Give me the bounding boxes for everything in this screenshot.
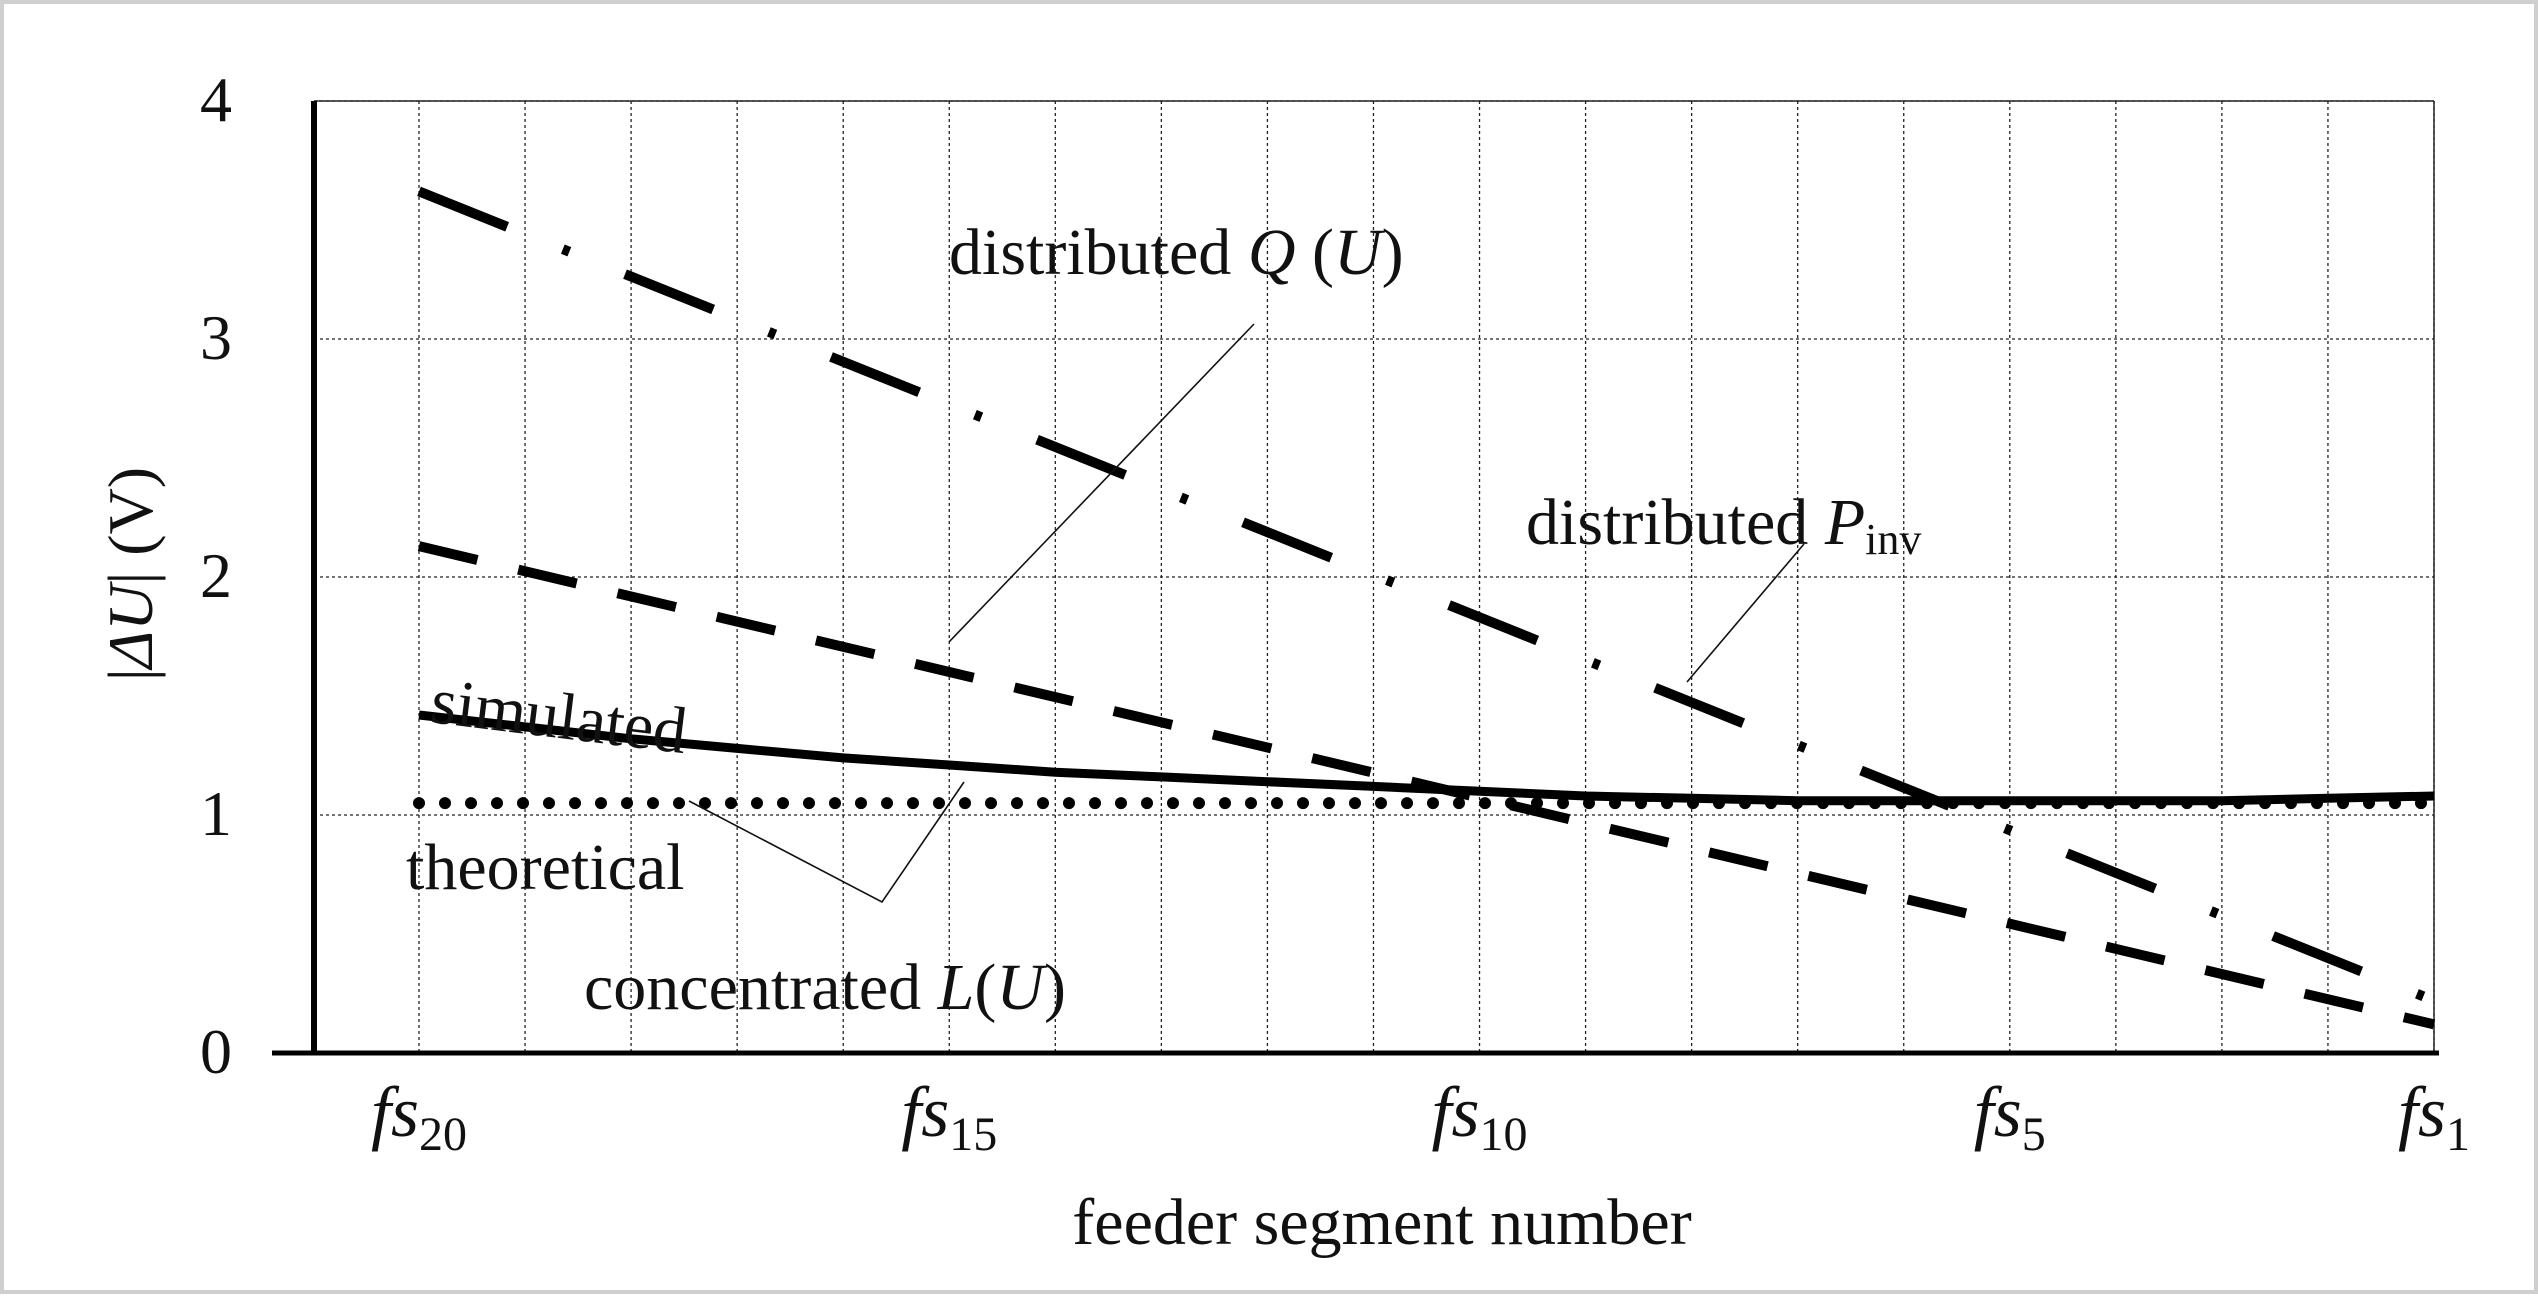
label-distributed-pinv-text: distributed	[1526, 486, 1825, 559]
y-tick-label: 2	[200, 540, 232, 611]
label-distributed-q-paren-open: (	[1295, 216, 1333, 289]
label-simulated: simulated	[427, 664, 691, 768]
label-concentrated-l-text: concentrated	[584, 951, 938, 1024]
label-distributed-pinv: distributed Pinv	[1526, 486, 1921, 564]
series-line-solid	[418, 710, 2435, 806]
grid	[314, 100, 2435, 1053]
y-tick-label: 1	[200, 778, 232, 849]
x-tick-base: fs	[1432, 1072, 1480, 1152]
y-tick-label: 0	[200, 1016, 232, 1087]
label-concentrated-l-paren-close: )	[1044, 951, 1066, 1024]
x-tick-label: fs10	[1432, 1072, 1528, 1161]
label-distributed-q-text: distributed	[949, 216, 1248, 289]
y-axis-label-var: ΔU	[95, 581, 166, 672]
x-tick-sub: 10	[1480, 1108, 1528, 1161]
label-concentrated-l: concentrated L(U)	[584, 951, 1066, 1024]
x-tick-sub: 1	[2446, 1108, 2470, 1161]
x-tick-base: fs	[371, 1072, 419, 1152]
x-tick-label: fs1	[2398, 1072, 2470, 1161]
series-layer	[413, 186, 2440, 1030]
label-theoretical: theoretical	[406, 831, 685, 904]
label-distributed-q: distributed Q (U)	[949, 216, 1404, 289]
x-tick-label: fs20	[371, 1072, 467, 1161]
leader-distributed-q	[948, 323, 1255, 643]
x-tick-base: fs	[901, 1072, 949, 1152]
series-line-dashdot	[417, 186, 2436, 1006]
label-concentrated-l-paren-open: (	[974, 951, 996, 1024]
y-axis-label-open: |	[95, 668, 166, 681]
label-distributed-pinv-var: P	[1824, 486, 1865, 559]
label-distributed-pinv-sub: inv	[1865, 515, 1921, 564]
x-tick-labels: fs20 fs15 fs10 fs5 fs1	[371, 1072, 2470, 1161]
y-tick-labels: 0 1 2 3 4	[200, 64, 232, 1087]
label-distributed-q-arg: U	[1334, 216, 1386, 289]
x-tick-sub: 20	[419, 1108, 467, 1161]
y-tick-label: 4	[200, 64, 232, 135]
leader-concentrated-l	[688, 781, 965, 904]
label-distributed-q-var: Q	[1248, 216, 1296, 289]
label-distributed-q-paren-close: )	[1382, 216, 1404, 289]
x-tick-label: fs5	[1974, 1072, 2046, 1161]
leader-distributed-pinv	[1686, 543, 1805, 683]
label-concentrated-l-var: L	[937, 951, 975, 1024]
x-tick-label: fs15	[901, 1072, 997, 1161]
label-concentrated-l-arg: U	[996, 951, 1048, 1024]
y-tick-label: 3	[200, 302, 232, 373]
y-axis-label-close: | (V)	[95, 467, 166, 585]
x-tick-base: fs	[2398, 1072, 2446, 1152]
callout-leaders	[688, 323, 1805, 904]
x-tick-base: fs	[1974, 1072, 2022, 1152]
x-axis-label: feeder segment number	[1072, 1186, 1691, 1259]
y-axis-label: |ΔU| (V)	[95, 467, 166, 681]
x-tick-sub: 15	[949, 1108, 997, 1161]
x-tick-sub: 5	[2022, 1108, 2046, 1161]
